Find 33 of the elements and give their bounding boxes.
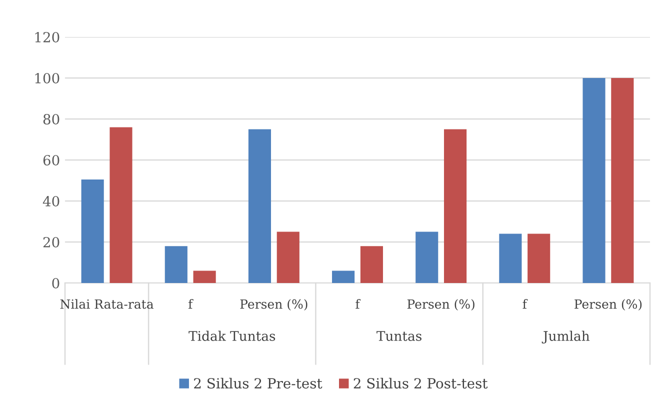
bar <box>611 78 634 283</box>
bar <box>81 179 104 283</box>
x-tick-label: Persen (%) <box>407 299 474 311</box>
bar <box>499 234 522 283</box>
bar <box>416 232 438 283</box>
y-tick-label: 40 <box>42 196 60 206</box>
bar <box>164 246 188 283</box>
bar <box>444 129 467 283</box>
x-tick-label: Persen (%) <box>574 299 642 311</box>
bar <box>248 129 272 283</box>
x-tick-label: Persen (%) <box>240 299 308 311</box>
y-tick-label: 60 <box>43 154 60 166</box>
x-tick-label: f <box>356 299 361 309</box>
bar <box>276 232 300 283</box>
y-tick-label: 100 <box>35 72 60 84</box>
bar <box>193 270 216 283</box>
text: Tidak Tuntas <box>188 330 276 341</box>
bar <box>110 127 132 283</box>
x-tick-label: Nilai Rata-rata <box>60 299 154 309</box>
bar <box>332 270 355 283</box>
text: Tuntas <box>376 331 422 341</box>
y-tick-label: 0 <box>52 278 60 288</box>
text: Jumlah <box>542 330 590 344</box>
x-tick-label: f <box>188 299 194 309</box>
y-tick-label: 20 <box>43 236 60 248</box>
bar <box>582 78 606 283</box>
y-tick-label: 120 <box>35 32 60 42</box>
bar <box>528 234 550 283</box>
bar <box>360 246 383 283</box>
legend-label: 2 Siklus 2 Pre-test <box>194 378 322 389</box>
x-tick-label: f <box>522 299 528 309</box>
y-tick-label: 80 <box>43 114 60 124</box>
legend-label: 2 Siklus 2 Post-test <box>354 378 488 389</box>
